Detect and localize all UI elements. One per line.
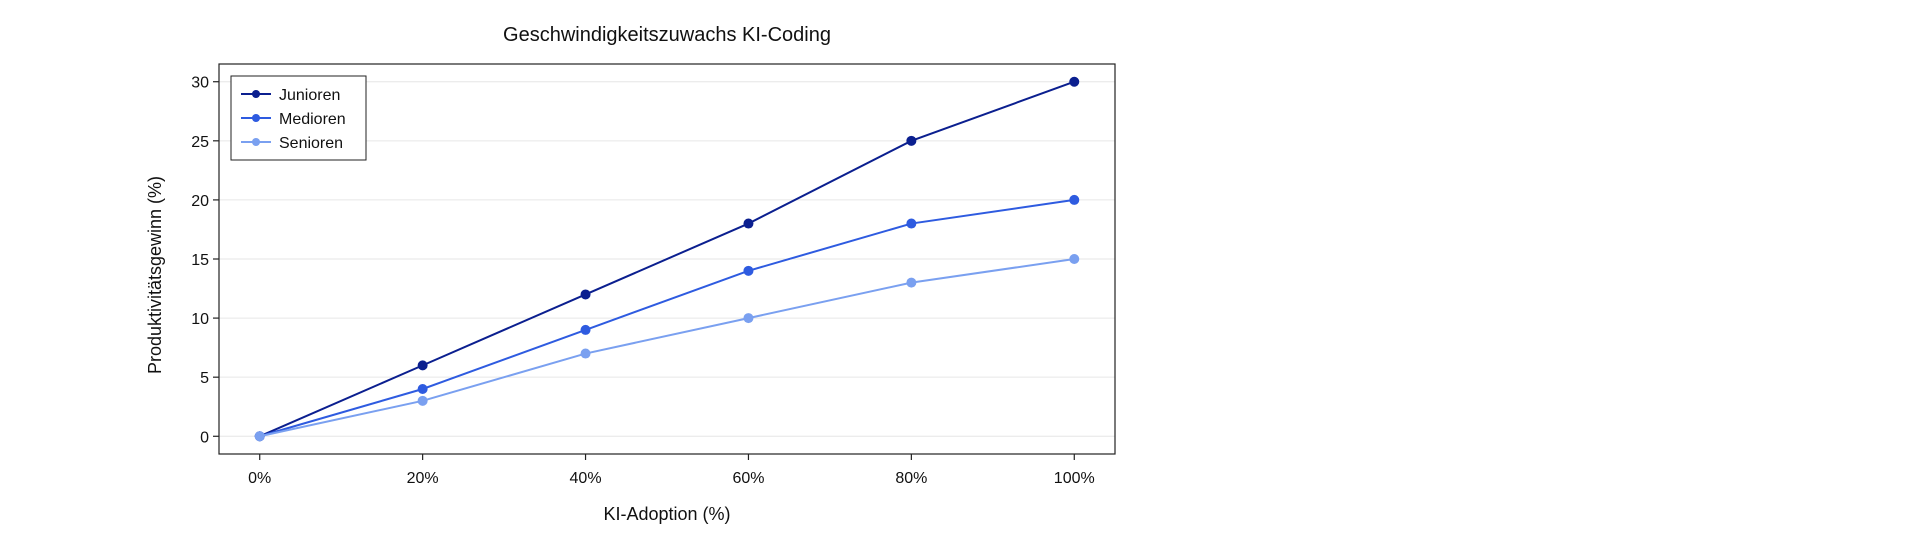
legend-swatch-marker	[252, 90, 260, 98]
x-axis-label: KI-Adoption (%)	[603, 504, 730, 524]
data-point	[417, 360, 428, 371]
x-tick-label: 40%	[570, 470, 602, 487]
series-senioren	[254, 254, 1080, 442]
chart-title: Geschwindigkeitszuwachs KI-Coding	[503, 24, 831, 46]
y-tick-label: 0	[200, 429, 209, 446]
data-point	[743, 265, 754, 276]
x-tick-label: 80%	[895, 470, 927, 487]
data-point	[417, 395, 428, 406]
y-tick-label: 5	[200, 370, 209, 387]
y-tick-label: 30	[191, 75, 209, 92]
y-axis-ticks: 0 5 10 15 20 25 30	[191, 75, 219, 446]
series-junioren	[254, 76, 1080, 442]
x-tick-label: 60%	[732, 470, 764, 487]
data-point	[906, 135, 917, 146]
data-point	[254, 431, 265, 442]
legend-label: Junioren	[279, 87, 340, 104]
data-point	[906, 277, 917, 288]
y-tick-label: 25	[191, 134, 209, 151]
data-point	[580, 348, 591, 359]
series-line	[259, 258, 1075, 438]
x-tick-label: 100%	[1054, 470, 1095, 487]
series-layer	[254, 76, 1080, 442]
data-point	[1069, 76, 1080, 87]
data-point	[417, 384, 428, 394]
legend-swatch-marker	[252, 114, 260, 122]
data-point	[743, 313, 754, 324]
legend-label: Senioren	[279, 135, 343, 152]
legend-label: Medioren	[279, 111, 346, 128]
x-axis-ticks: 0% 20% 40% 60% 80% 100%	[248, 454, 1095, 487]
series-line	[259, 80, 1075, 438]
data-point	[1069, 254, 1080, 264]
data-point	[743, 218, 754, 229]
data-point	[580, 289, 591, 300]
series-line	[259, 198, 1075, 438]
y-axis-label: Produktivitätsgewinn (%)	[145, 176, 165, 374]
y-tick-label: 15	[191, 252, 209, 269]
legend-swatch-marker	[252, 138, 260, 146]
y-tick-label: 20	[191, 193, 209, 210]
data-point	[1069, 194, 1080, 205]
legend: Junioren Medioren Senioren	[230, 75, 367, 161]
data-point	[906, 218, 917, 229]
x-tick-label: 20%	[407, 470, 439, 487]
x-tick-label: 0%	[248, 470, 271, 487]
data-point	[580, 324, 591, 335]
y-tick-label: 10	[191, 311, 209, 328]
grid-lines	[219, 81, 1115, 437]
